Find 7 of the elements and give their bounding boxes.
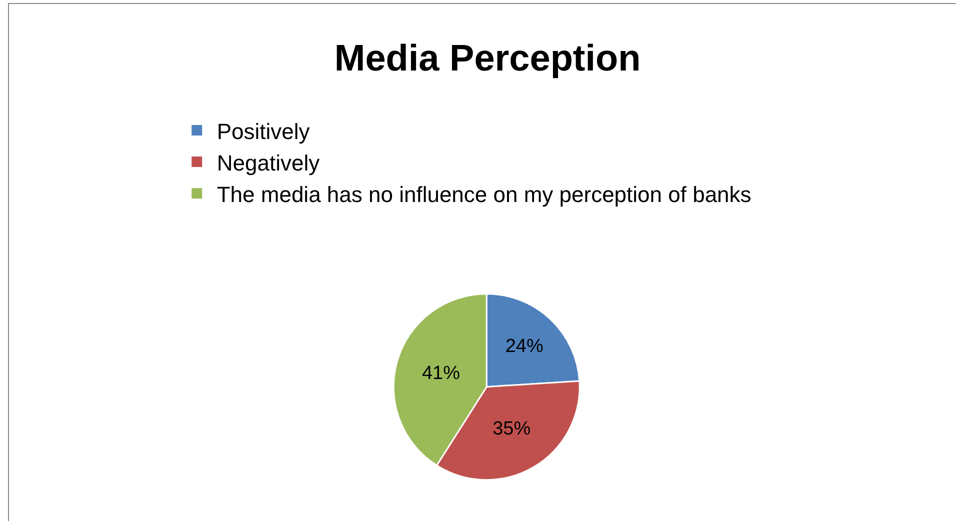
legend-label: Negatively <box>216 150 320 176</box>
chart-title: Media Perception <box>334 37 641 78</box>
legend-label: Positively <box>216 118 310 144</box>
data-label: 41% <box>422 363 460 384</box>
data-label: 35% <box>492 418 531 440</box>
legend-label: The media has no influence on my perception of banks <box>216 182 752 207</box>
data-label: 24% <box>505 336 544 358</box>
